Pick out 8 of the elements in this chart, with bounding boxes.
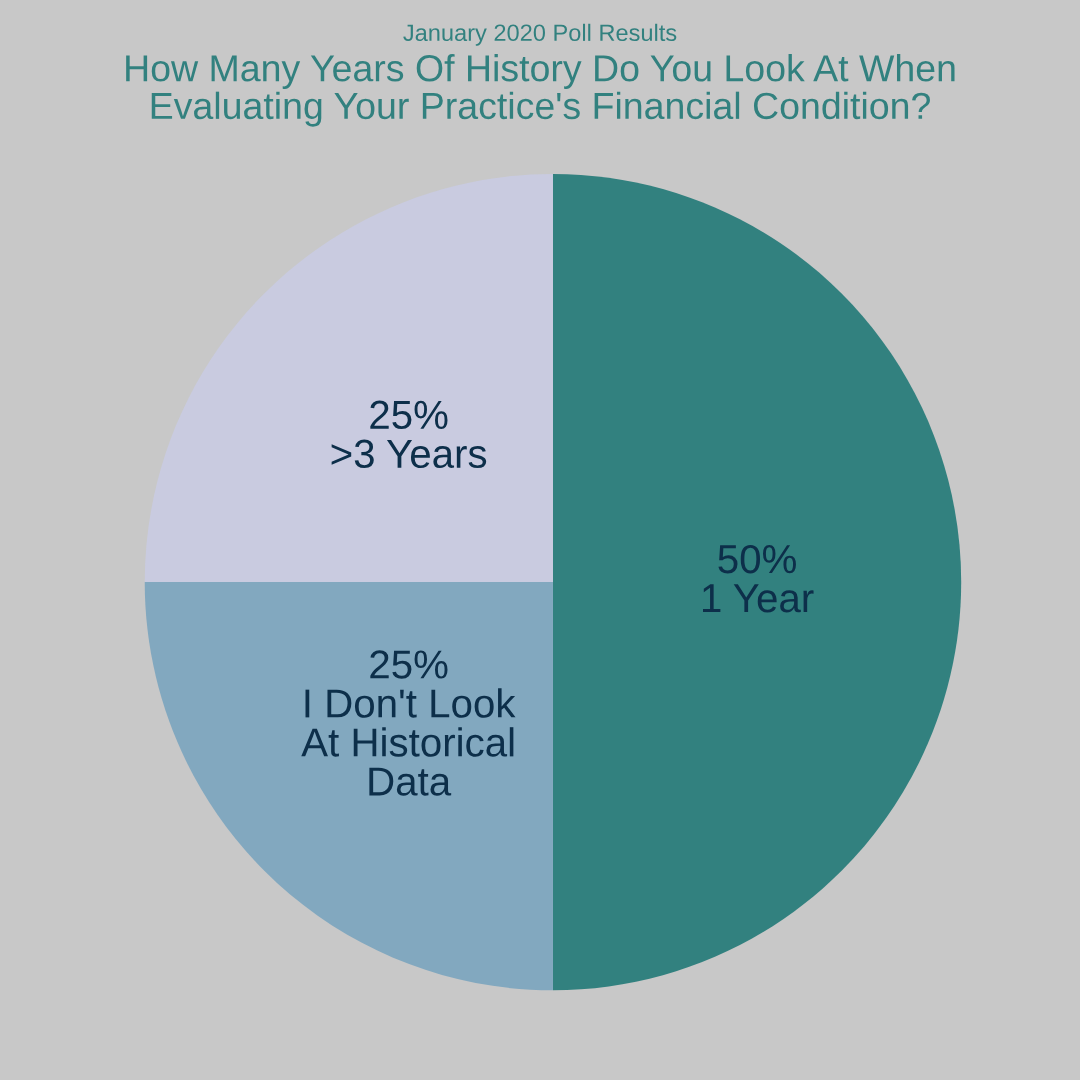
- data-label: 25%: [370, 650, 448, 679]
- data-label: 50%: [718, 544, 796, 574]
- chart-subtitle: January 2020 Poll Results: [403, 23, 677, 46]
- data-label: 25%: [370, 400, 448, 430]
- slice-label: >3 Years: [331, 439, 487, 469]
- chart-title: How Many Years Of History Do You Look At When Evaluating Your Practice's Financial Condition?: [126, 54, 955, 127]
- slice-label: 1 Year: [703, 584, 814, 613]
- slice-label: I Don't Look At Historical Data: [301, 688, 516, 796]
